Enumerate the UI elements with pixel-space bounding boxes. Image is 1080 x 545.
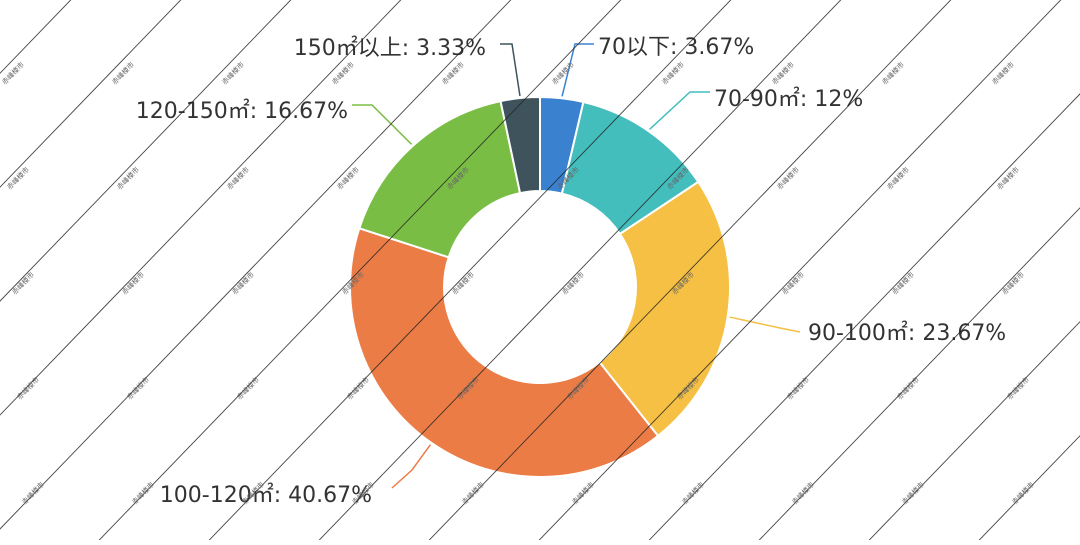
slice-label-2: 70-90㎡: 12% xyxy=(714,86,863,112)
watermark-text: 赤峰楼市 xyxy=(10,270,36,296)
watermark-line xyxy=(753,207,1080,545)
watermark-text: 赤峰楼市 xyxy=(235,375,261,401)
watermark-text: 赤峰楼市 xyxy=(460,480,486,506)
watermark-line xyxy=(973,435,1080,545)
slice-label-3: 90-100㎡: 23.67% xyxy=(808,320,1006,346)
leader-line-6 xyxy=(500,43,521,97)
slice-4 xyxy=(349,227,660,478)
watermark-text: 赤峰楼市 xyxy=(895,375,921,401)
leader-line-3 xyxy=(729,316,801,333)
slice-6 xyxy=(499,95,541,195)
slice-label-5: 120-150㎡: 16.67% xyxy=(136,98,348,124)
watermark-text: 赤峰楼市 xyxy=(550,60,576,86)
watermark-text: 赤峰楼市 xyxy=(330,60,356,86)
watermark-line xyxy=(313,0,842,545)
watermark-text: 赤峰楼市 xyxy=(570,480,596,506)
watermark-line xyxy=(0,0,402,416)
watermark-text: 赤峰楼市 xyxy=(785,375,811,401)
watermark-text: 赤峰楼市 xyxy=(220,60,246,86)
watermark-text: 赤峰楼市 xyxy=(890,270,916,296)
watermark-text: 赤峰楼市 xyxy=(1000,270,1026,296)
watermark-text: 赤峰楼市 xyxy=(780,270,806,296)
watermark-line xyxy=(93,0,622,545)
watermark-text: 赤峰楼市 xyxy=(1010,480,1036,506)
watermark-text: 赤峰楼市 xyxy=(900,480,926,506)
watermark-text: 赤峰楼市 xyxy=(680,480,706,506)
slice-3 xyxy=(598,180,731,438)
watermark-text: 赤峰楼市 xyxy=(130,480,156,506)
watermark-text: 赤峰楼市 xyxy=(125,375,151,401)
slices-layer xyxy=(349,95,731,478)
slice-label-4: 100-120㎡: 40.67% xyxy=(160,482,372,508)
watermark-line xyxy=(0,0,182,188)
leader-line-4 xyxy=(391,444,432,489)
watermark-text: 赤峰楼市 xyxy=(660,60,686,86)
watermark-text: 赤峰楼市 xyxy=(790,480,816,506)
leader-line-2 xyxy=(649,91,710,130)
watermark-text: 赤峰楼市 xyxy=(440,60,466,86)
watermark-text: 赤峰楼市 xyxy=(990,60,1016,86)
slice-label-1: 70以下: 3.67% xyxy=(598,35,754,60)
watermark-text: 赤峰楼市 xyxy=(110,60,136,86)
watermark-line xyxy=(533,0,1062,545)
watermark-text: 赤峰楼市 xyxy=(770,60,796,86)
leader-line-1 xyxy=(561,43,594,97)
watermark-text: 赤峰楼市 xyxy=(0,60,26,86)
watermark-line xyxy=(643,93,1080,545)
watermark-text: 赤峰楼市 xyxy=(230,270,256,296)
watermark-text: 赤峰楼市 xyxy=(880,60,906,86)
slice-label-6: 150㎡以上: 3.33% xyxy=(294,35,486,61)
watermark-line xyxy=(863,321,1080,545)
watermark-line xyxy=(0,0,512,530)
watermark-text: 赤峰楼市 xyxy=(450,270,476,296)
watermark-line xyxy=(0,0,292,302)
watermark-line xyxy=(1070,0,1080,540)
watermark-text: 赤峰楼市 xyxy=(15,375,41,401)
watermark-text: 赤峰楼市 xyxy=(345,375,371,401)
leader-line-5 xyxy=(352,104,413,145)
watermark-line xyxy=(423,0,952,545)
watermark-text: 赤峰楼市 xyxy=(1005,375,1031,401)
watermark-line xyxy=(203,0,732,545)
watermark-text: 赤峰楼市 xyxy=(20,480,46,506)
leader-lines-layer xyxy=(352,43,801,489)
slice-5 xyxy=(358,99,522,259)
watermark-line xyxy=(0,0,72,74)
watermark-text: 赤峰楼市 xyxy=(560,270,586,296)
labels-layer: 70以下: 3.67% 70-90㎡: 12% 90-100㎡: 23.67% 100… xyxy=(136,35,1006,508)
watermark-text: 赤峰楼市 xyxy=(120,270,146,296)
